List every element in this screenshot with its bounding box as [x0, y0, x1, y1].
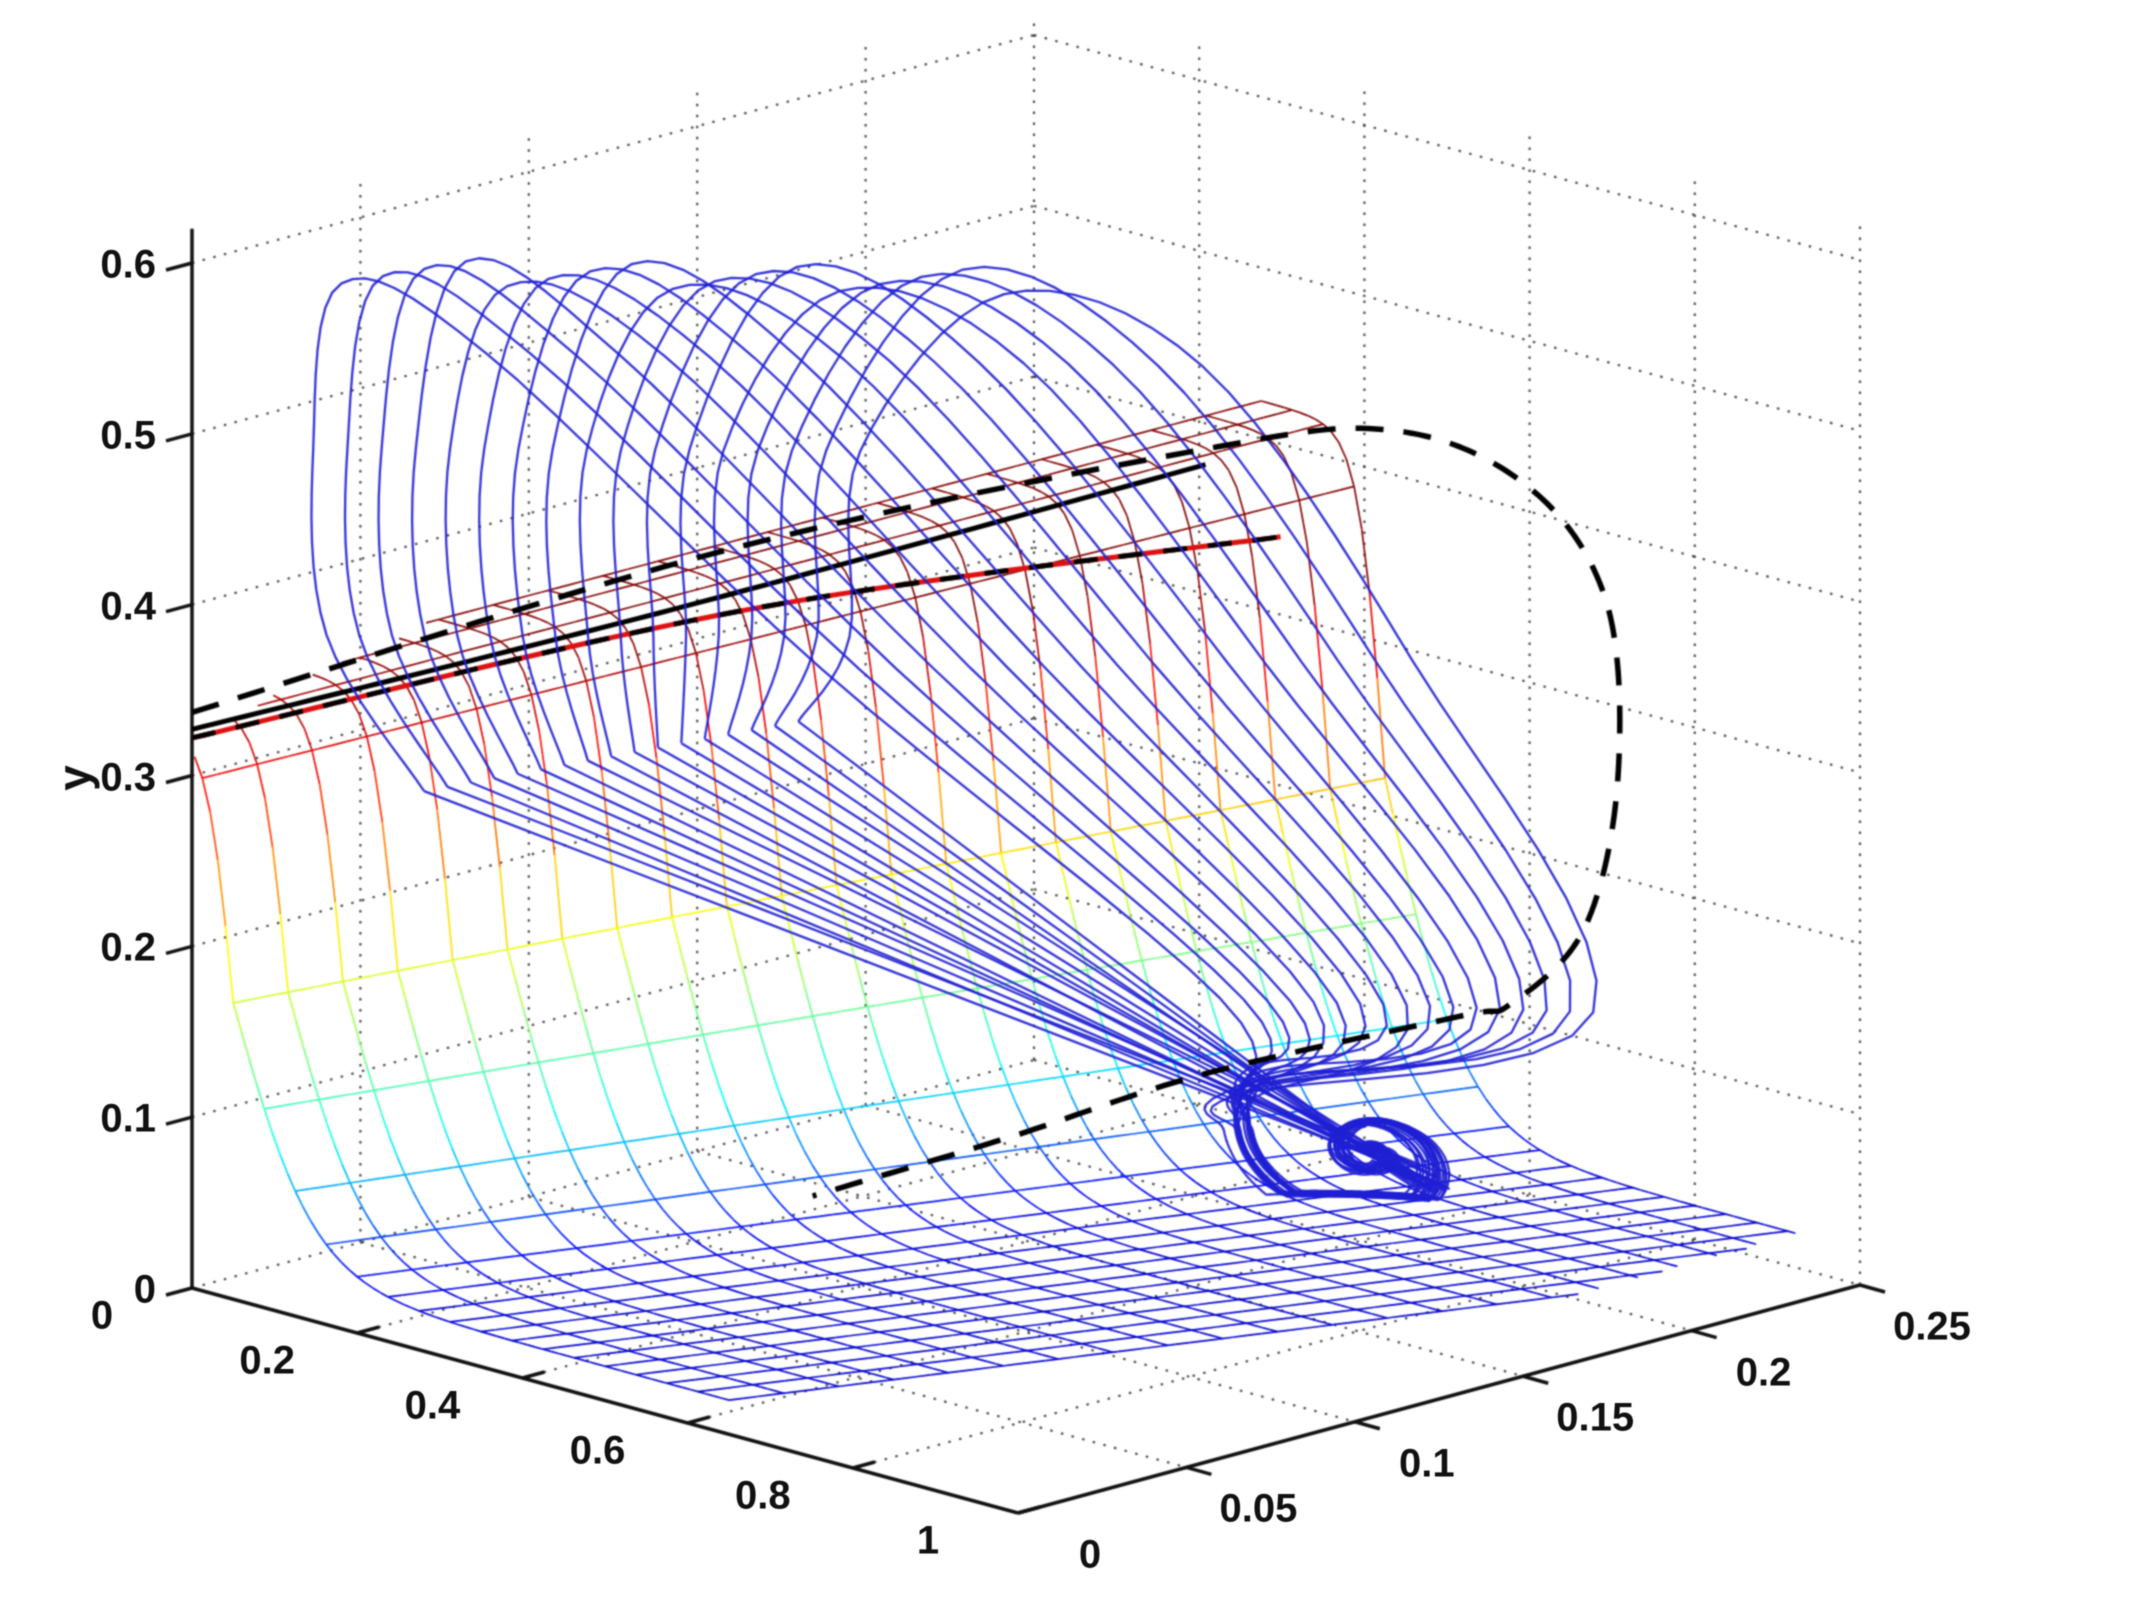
x-tick-label: 0.8: [734, 1473, 791, 1518]
x-tick-label: 1: [916, 1518, 940, 1563]
x-tick-label: 0.2: [239, 1338, 295, 1383]
z-tick-label: 0.15: [1556, 1395, 1635, 1440]
3d-phase-portrait-figure: y 0 0.1 0.2 0.3 0.4 0.5 0.6 0 0.2 0.4 0.6 0.8 1 0 0.05…: [40, 16, 2154, 1599]
x-tick-label: 0: [90, 1293, 114, 1338]
3d-plot-canvas: [40, 16, 2154, 1599]
y-tick-label: 0: [133, 1267, 156, 1312]
z-tick-label: 0.05: [1219, 1486, 1298, 1531]
y-tick-label: 0.2: [100, 925, 156, 970]
y-tick-label: 0.4: [100, 584, 156, 629]
z-tick-label: 0: [1078, 1532, 1102, 1577]
z-tick-label: 0.2: [1735, 1350, 1792, 1395]
y-tick-label: 0.5: [100, 413, 156, 458]
x-tick-label: 0.6: [569, 1428, 626, 1473]
y-tick-label: 0.3: [100, 755, 156, 799]
y-axis-label: y: [48, 765, 100, 791]
z-tick-label: 0.1: [1398, 1441, 1455, 1486]
z-tick-label: 0.25: [1893, 1304, 1971, 1349]
y-tick-label: 0.6: [100, 242, 156, 287]
x-tick-label: 0.4: [404, 1383, 461, 1428]
y-tick-label: 0.1: [100, 1096, 156, 1141]
